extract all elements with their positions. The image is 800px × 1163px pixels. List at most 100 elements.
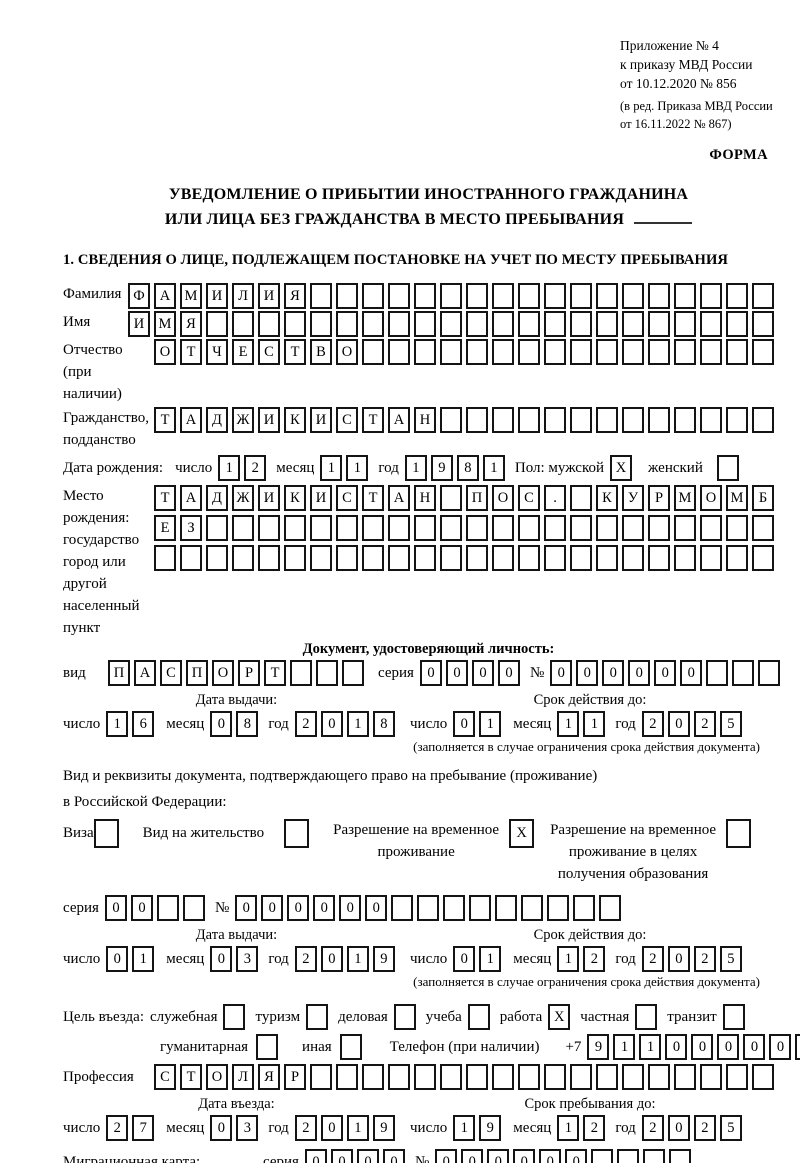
char-cell[interactable]: [362, 339, 384, 365]
char-cell[interactable]: 0: [667, 711, 690, 737]
char-cell[interactable]: [466, 311, 488, 337]
char-cell[interactable]: [440, 311, 462, 337]
char-cell[interactable]: [617, 1149, 640, 1163]
char-cell[interactable]: О: [492, 485, 514, 511]
char-cell[interactable]: [622, 1064, 644, 1090]
char-cell[interactable]: [362, 311, 384, 337]
char-cell[interactable]: [306, 1004, 329, 1030]
char-cell[interactable]: [393, 1004, 416, 1030]
char-cell[interactable]: [258, 545, 280, 571]
char-cell[interactable]: [706, 660, 729, 686]
char-cell[interactable]: 5: [719, 1115, 742, 1141]
char-cell[interactable]: 0: [680, 660, 703, 686]
char-cell[interactable]: 9: [479, 1115, 502, 1141]
char-cell[interactable]: А: [134, 660, 156, 686]
char-cell[interactable]: [596, 339, 618, 365]
char-cell[interactable]: [290, 660, 312, 686]
char-cell[interactable]: 9: [430, 455, 453, 481]
char-cell[interactable]: Т: [284, 339, 306, 365]
char-cell[interactable]: .: [544, 485, 566, 511]
char-cell[interactable]: У: [622, 485, 644, 511]
char-cell[interactable]: Т: [154, 485, 176, 511]
char-cell[interactable]: [440, 1064, 462, 1090]
char-cell[interactable]: [591, 1149, 614, 1163]
char-cell[interactable]: 0: [453, 711, 476, 737]
char-cell[interactable]: 0: [628, 660, 651, 686]
char-cell[interactable]: [336, 311, 358, 337]
char-cell[interactable]: А: [154, 283, 176, 309]
char-cell[interactable]: [596, 283, 618, 309]
char-cell[interactable]: [232, 311, 254, 337]
char-cell[interactable]: [336, 283, 358, 309]
char-cell[interactable]: [414, 339, 436, 365]
char-cell[interactable]: 1: [557, 946, 580, 972]
char-cell[interactable]: [544, 339, 566, 365]
char-cell[interactable]: [440, 515, 462, 541]
char-cell[interactable]: 0: [717, 1034, 740, 1060]
char-cell[interactable]: X: [610, 455, 633, 481]
char-cell[interactable]: [599, 895, 622, 921]
char-cell[interactable]: Т: [180, 1064, 202, 1090]
char-cell[interactable]: [93, 819, 119, 848]
char-cell[interactable]: 1: [482, 455, 505, 481]
char-cell[interactable]: [547, 895, 570, 921]
char-cell[interactable]: 0: [471, 660, 494, 686]
char-cell[interactable]: Ж: [232, 407, 254, 433]
char-cell[interactable]: Т: [154, 407, 176, 433]
char-cell[interactable]: В: [310, 339, 332, 365]
char-cell[interactable]: [544, 515, 566, 541]
char-cell[interactable]: А: [388, 407, 410, 433]
char-cell[interactable]: [700, 407, 722, 433]
char-cell[interactable]: [336, 1064, 358, 1090]
char-cell[interactable]: 2: [693, 711, 716, 737]
char-cell[interactable]: [310, 283, 332, 309]
char-cell[interactable]: [758, 660, 781, 686]
char-cell[interactable]: [154, 545, 176, 571]
char-cell[interactable]: И: [310, 485, 332, 511]
char-cell[interactable]: [622, 545, 644, 571]
char-cell[interactable]: [726, 283, 748, 309]
char-cell[interactable]: 1: [639, 1034, 662, 1060]
char-cell[interactable]: [674, 1064, 696, 1090]
char-cell[interactable]: П: [108, 660, 130, 686]
char-cell[interactable]: [700, 311, 722, 337]
char-cell[interactable]: [362, 283, 384, 309]
char-cell[interactable]: [570, 515, 592, 541]
char-cell[interactable]: Р: [284, 1064, 306, 1090]
char-cell[interactable]: [182, 895, 205, 921]
char-cell[interactable]: Д: [206, 485, 228, 511]
char-cell[interactable]: [726, 819, 752, 848]
char-cell[interactable]: [388, 283, 410, 309]
char-cell[interactable]: 0: [667, 1115, 690, 1141]
char-cell[interactable]: [544, 283, 566, 309]
char-cell[interactable]: [648, 407, 670, 433]
char-cell[interactable]: 2: [583, 1115, 606, 1141]
char-cell[interactable]: [726, 515, 748, 541]
char-cell[interactable]: 0: [330, 1149, 353, 1163]
char-cell[interactable]: [206, 515, 228, 541]
char-cell[interactable]: [570, 407, 592, 433]
char-cell[interactable]: [752, 311, 774, 337]
char-cell[interactable]: [752, 407, 774, 433]
char-cell[interactable]: 0: [691, 1034, 714, 1060]
char-cell[interactable]: [388, 515, 410, 541]
char-cell[interactable]: [362, 1064, 384, 1090]
char-cell[interactable]: [388, 545, 410, 571]
char-cell[interactable]: [752, 545, 774, 571]
char-cell[interactable]: 0: [106, 946, 129, 972]
char-cell[interactable]: К: [284, 485, 306, 511]
char-cell[interactable]: 2: [244, 455, 267, 481]
char-cell[interactable]: [467, 1004, 490, 1030]
char-cell[interactable]: 1: [320, 455, 343, 481]
char-cell[interactable]: Е: [232, 339, 254, 365]
char-cell[interactable]: К: [596, 485, 618, 511]
char-cell[interactable]: [726, 545, 748, 571]
char-cell[interactable]: 0: [320, 946, 343, 972]
char-cell[interactable]: [622, 515, 644, 541]
char-cell[interactable]: 1: [479, 711, 502, 737]
char-cell[interactable]: [362, 515, 384, 541]
char-cell[interactable]: 0: [210, 946, 233, 972]
char-cell[interactable]: 0: [104, 895, 127, 921]
char-cell[interactable]: [518, 1064, 540, 1090]
char-cell[interactable]: [417, 895, 440, 921]
